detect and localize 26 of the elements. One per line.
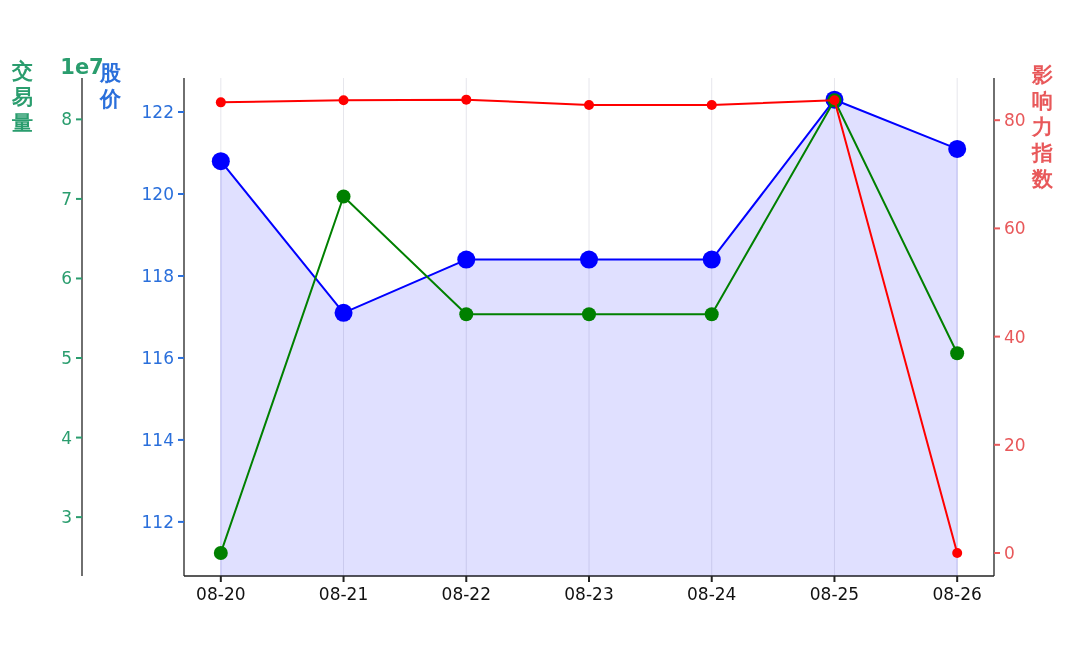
y-tick-label: 112 bbox=[141, 511, 174, 532]
y3-tick-label: 3 bbox=[61, 507, 72, 528]
y2-tick-label: 60 bbox=[1004, 218, 1026, 239]
x-tick-label: 08-21 bbox=[318, 584, 369, 604]
y2-tick-label: 40 bbox=[1004, 326, 1026, 347]
y2-axis-title: 影响力指数 bbox=[1030, 63, 1054, 191]
y-tick-label: 122 bbox=[141, 102, 174, 123]
x-tick-label: 08-26 bbox=[932, 584, 982, 604]
y3-tick-label: 4 bbox=[61, 427, 72, 448]
y2-tick-label: 0 bbox=[1004, 543, 1015, 564]
x-tick-label: 08-25 bbox=[809, 584, 860, 604]
y3-axis-title: 交易量 bbox=[10, 59, 33, 135]
x-tick-label: 08-23 bbox=[564, 584, 614, 604]
y3-tick-label: 8 bbox=[61, 109, 72, 130]
y-tick-label: 118 bbox=[141, 265, 174, 286]
y2-tick-label: 20 bbox=[1004, 434, 1026, 455]
x-tick-label: 08-22 bbox=[441, 584, 491, 604]
y-tick-label: 116 bbox=[141, 347, 174, 368]
y3-tick-label: 5 bbox=[61, 348, 72, 369]
y-tick-label: 114 bbox=[141, 429, 174, 450]
x-tick-label: 08-20 bbox=[196, 584, 246, 604]
y3-tick-label: 7 bbox=[61, 188, 72, 209]
y-tick-label: 120 bbox=[141, 184, 174, 204]
x-tick-label: 08-24 bbox=[687, 584, 737, 604]
y2-tick-label: 80 bbox=[1004, 110, 1026, 131]
y3-tick-label: 6 bbox=[61, 268, 72, 289]
